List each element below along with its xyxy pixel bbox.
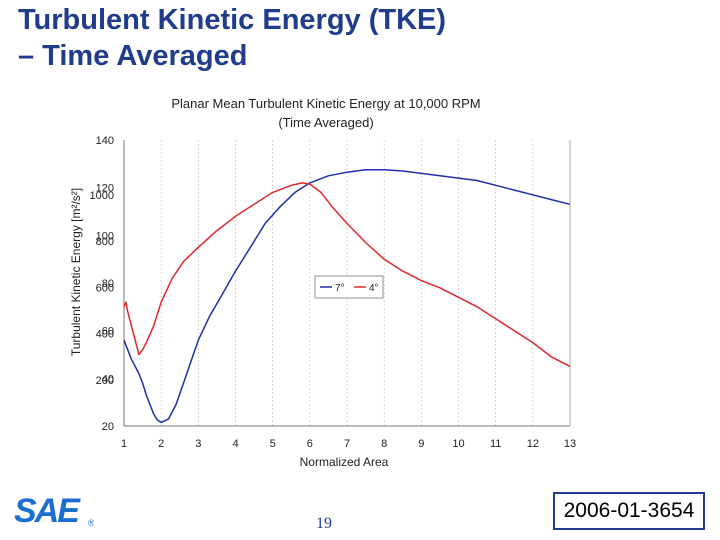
x-tick-label: 10 [452,438,464,450]
x-tick-label: 6 [307,438,313,450]
y-tick-label: 80 [102,278,114,290]
sae-logo: SAE ® [14,492,94,526]
registered-mark: ® [88,518,94,526]
x-tick-label: 12 [527,438,539,450]
sae-logo-text: SAE [14,492,81,526]
y-axis-label: Turbulent Kinetic Energy [m²/s²] [69,188,83,356]
x-tick-label: 11 [490,438,501,450]
y-tick-label-secondary: 1000 [90,190,114,202]
x-tick-label: 1 [121,438,127,450]
series-line-blue [123,169,571,424]
chart-series [123,169,571,424]
legend-label: 7° [335,283,345,294]
x-axis-label: Normalized Area [300,455,389,469]
y-tick-label: 20 [102,421,114,433]
y-tick-label: 100 [96,230,114,242]
legend-label: 4° [369,283,379,294]
x-tick-label: 9 [418,438,424,450]
chart-axes [123,140,571,427]
x-tick-label: 8 [381,438,387,450]
x-tick-label: 4 [232,438,238,450]
x-tick-label: 3 [195,438,201,450]
y-tick-label-secondary: 200 [96,375,114,387]
x-tick-label: 2 [158,438,164,450]
y-tick-label-secondary: 400 [96,329,114,341]
x-tick-label: 5 [270,438,276,450]
y-tick-label-secondary: 800 [96,236,114,248]
chart-legend: 7° 4° [314,275,384,299]
y-tick-label: 140 [96,135,114,147]
y-tick-label: 40 [102,373,114,385]
x-tick-label: 13 [564,438,576,450]
page-number: 19 [316,515,332,532]
y-tick-label: 120 [96,183,114,195]
paper-code-box: 2006-01-3654 [553,492,705,530]
slide-title: Turbulent Kinetic Energy (TKE) – Time Av… [18,2,578,74]
chart-ticks: 1 2 3 4 5 6 7 8 9 10 11 12 1320406080100120140200400… [90,135,577,450]
title-line-2: – Time Averaged [18,40,248,72]
chart-subtitle: (Time Averaged) [278,115,373,130]
title-line-1: Turbulent Kinetic Energy (TKE) [18,4,447,36]
chart-title: Planar Mean Turbulent Kinetic Energy at … [171,96,480,111]
y-tick-label: 60 [102,326,114,338]
x-tick-label: 7 [344,438,350,450]
series-line-red [123,182,571,368]
legend-box [314,275,384,299]
y-tick-label-secondary: 600 [96,282,114,294]
